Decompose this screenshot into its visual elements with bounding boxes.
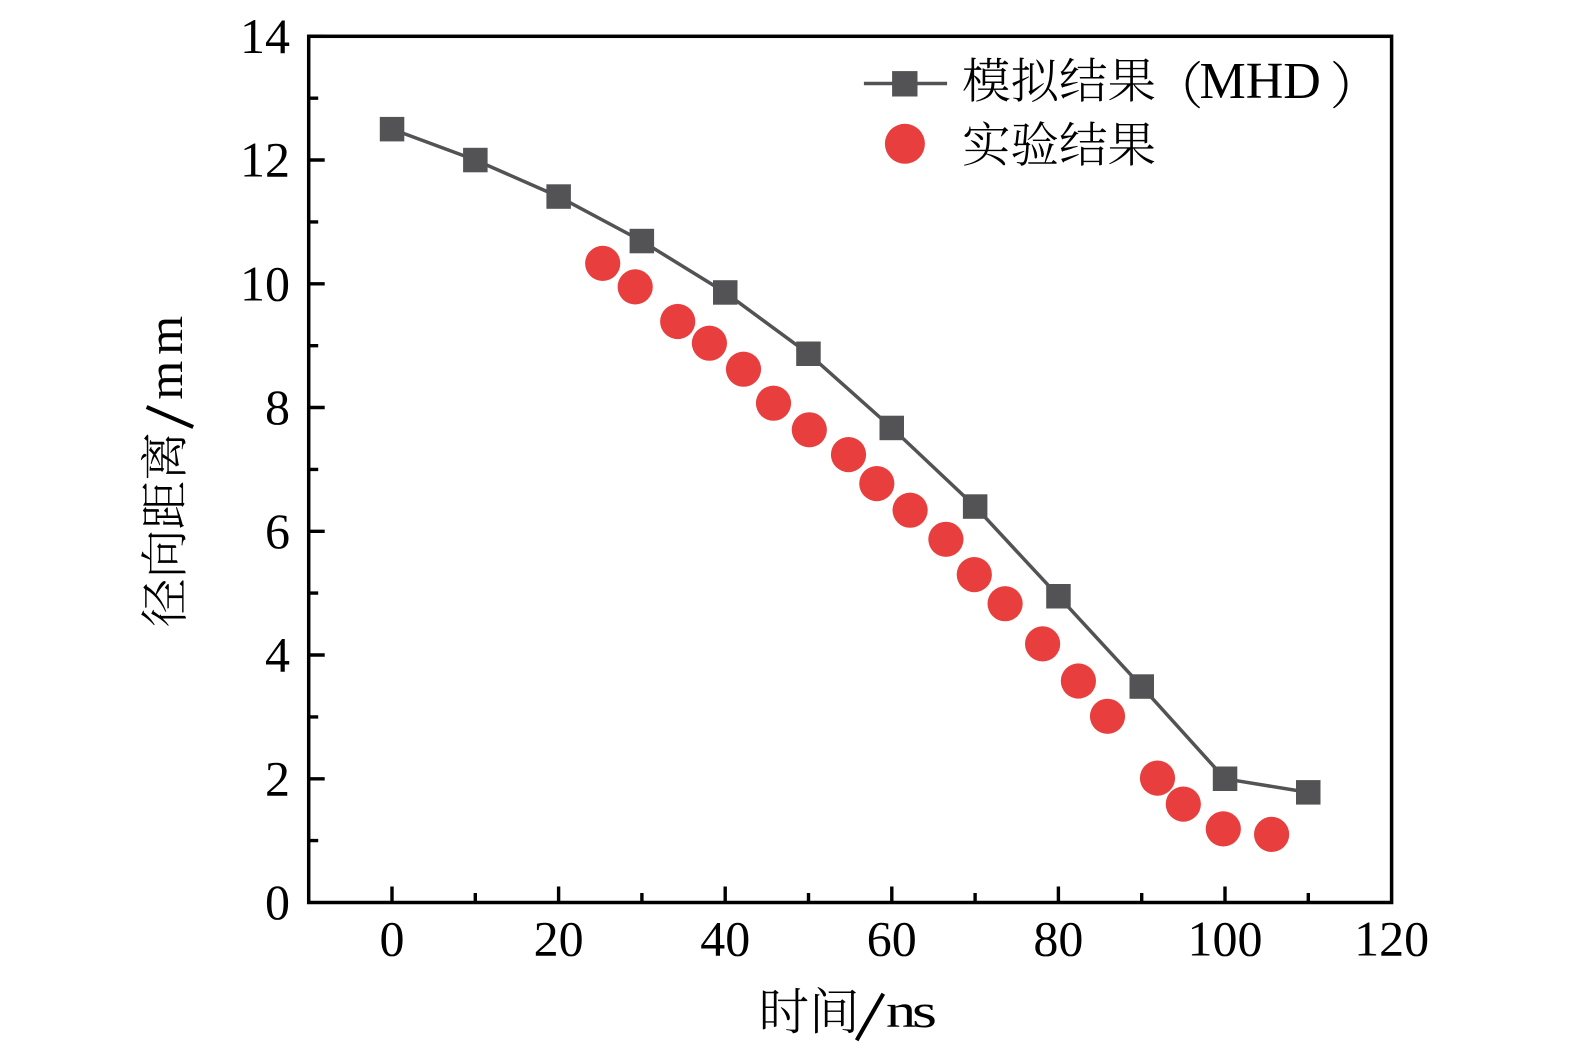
svg-text:20: 20	[534, 911, 584, 967]
svg-text:10: 10	[240, 255, 290, 311]
svg-text:0: 0	[265, 874, 290, 930]
svg-text:14: 14	[240, 8, 290, 64]
svg-text:6: 6	[265, 503, 290, 559]
svg-text:12: 12	[240, 132, 290, 188]
svg-text:MHD: MHD	[1200, 53, 1321, 110]
svg-text:80: 80	[1033, 911, 1083, 967]
svg-text:s: s	[912, 985, 937, 1038]
svg-text:n: n	[886, 985, 916, 1038]
svg-text:60: 60	[867, 911, 917, 967]
svg-text:100: 100	[1188, 911, 1263, 967]
svg-text:2: 2	[265, 750, 290, 806]
svg-text:0: 0	[380, 911, 405, 967]
svg-text:4: 4	[265, 627, 290, 683]
svg-text:mm: mm	[137, 310, 193, 400]
svg-text:120: 120	[1354, 911, 1429, 967]
svg-text:8: 8	[265, 379, 290, 435]
svg-text:40: 40	[700, 911, 750, 967]
